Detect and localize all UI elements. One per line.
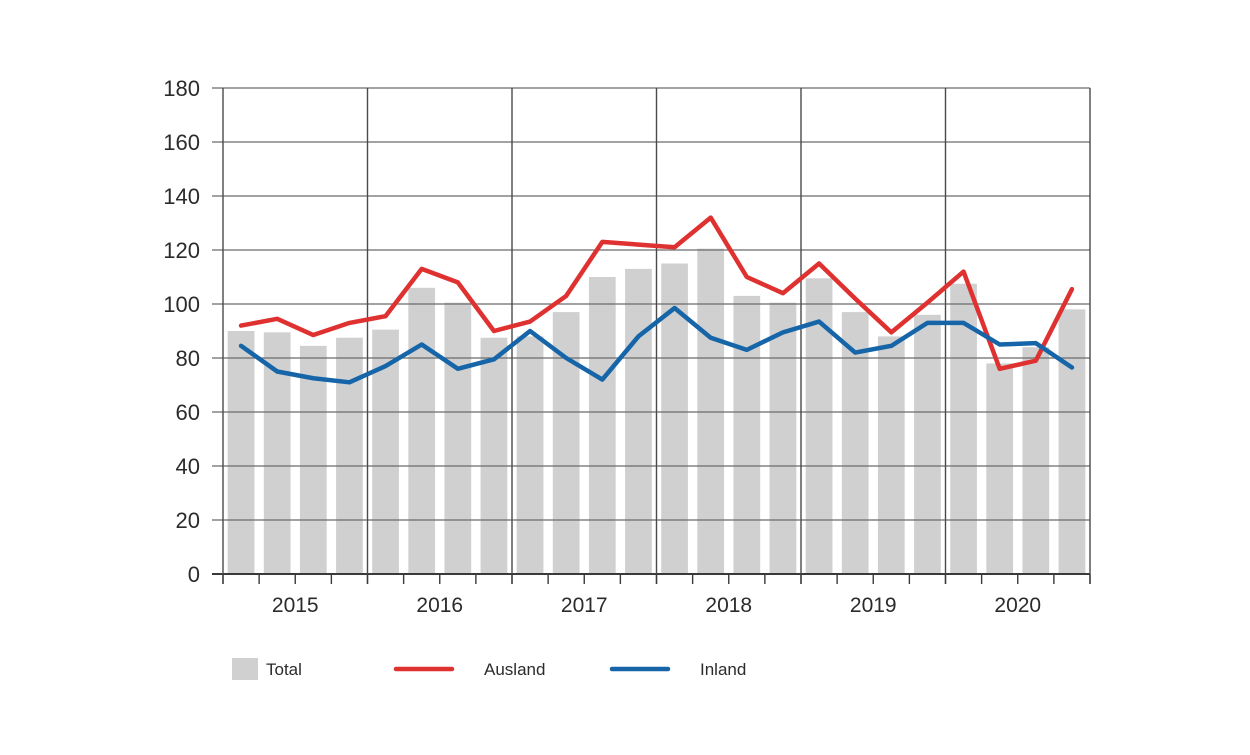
bar-total-2 bbox=[299, 345, 327, 574]
legend-label-total: Total bbox=[266, 660, 302, 679]
y-tick-label: 160 bbox=[163, 130, 200, 155]
bar-total-10 bbox=[588, 277, 616, 574]
bar-total-5 bbox=[408, 287, 436, 574]
y-tick-label: 120 bbox=[163, 238, 200, 263]
y-tick-label: 140 bbox=[163, 184, 200, 209]
y-tick-label: 40 bbox=[176, 454, 200, 479]
bar-total-14 bbox=[733, 295, 761, 574]
x-tick-label-2016: 2016 bbox=[416, 594, 463, 617]
bar-total-20 bbox=[950, 283, 977, 574]
bar-total-18 bbox=[877, 336, 905, 574]
y-tick-label: 180 bbox=[163, 76, 200, 101]
bar-total-19 bbox=[914, 314, 941, 574]
x-tick-label-2020: 2020 bbox=[994, 594, 1041, 617]
y-tick-label: 80 bbox=[176, 346, 200, 371]
bar-total-1 bbox=[263, 332, 291, 574]
y-tick-label: 60 bbox=[176, 400, 200, 425]
bar-total-22 bbox=[1022, 347, 1050, 574]
line-inland bbox=[238, 305, 1075, 385]
y-grid bbox=[212, 87, 1090, 575]
bar-total-17 bbox=[841, 312, 869, 574]
y-tick-label: 100 bbox=[163, 292, 200, 317]
legend-swatch-total bbox=[232, 658, 258, 680]
bar-total-6 bbox=[444, 302, 472, 574]
bar-total-21 bbox=[986, 363, 1014, 574]
x-tick-label-2015: 2015 bbox=[272, 594, 319, 617]
y-tick-label: 20 bbox=[176, 508, 200, 533]
x-tick-label-2019: 2019 bbox=[850, 594, 897, 617]
legend-label-inland: Inland bbox=[700, 660, 746, 679]
line-ausland bbox=[238, 215, 1075, 372]
legend-label-ausland: Ausland bbox=[484, 660, 545, 679]
bar-total-8 bbox=[516, 336, 544, 574]
x-tick-label-2018: 2018 bbox=[705, 594, 752, 617]
bar-total-13 bbox=[697, 248, 725, 574]
bar-total-3 bbox=[336, 337, 363, 574]
bar-total-0 bbox=[227, 331, 255, 574]
bar-total-15 bbox=[769, 302, 797, 574]
y-tick-label: 0 bbox=[188, 562, 200, 587]
legend: Total Ausland Inland bbox=[232, 658, 746, 680]
bar-total-7 bbox=[480, 337, 508, 574]
x-tick-label-2017: 2017 bbox=[561, 594, 608, 617]
bar-total-11 bbox=[625, 268, 652, 574]
bar-total-23 bbox=[1058, 309, 1086, 574]
